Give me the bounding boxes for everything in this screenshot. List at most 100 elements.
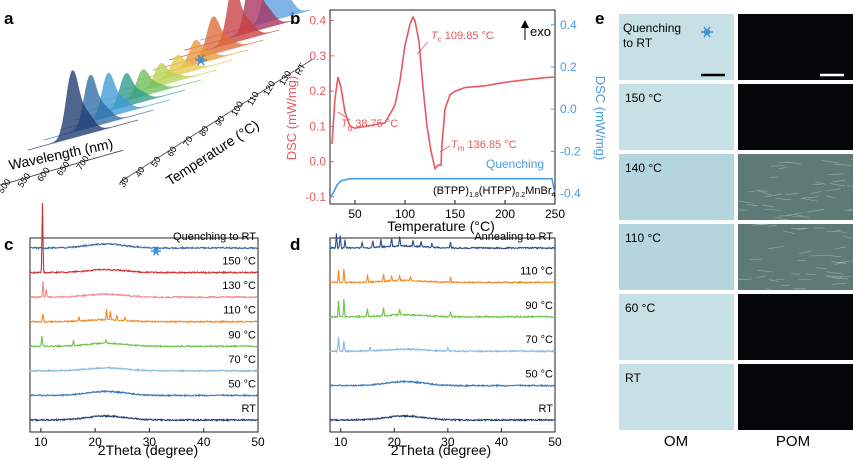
panel-c-x-tick-label: 20	[88, 435, 102, 449]
pom-texture	[844, 209, 854, 212]
panel-d-pattern	[329, 337, 556, 354]
panel-b-y-tick-label: 0.2	[309, 84, 326, 98]
panel-a-temperature-tick: 120	[261, 79, 277, 97]
exo-arrow-icon	[521, 20, 529, 40]
panel-c-frame	[29, 237, 259, 433]
panel-d-pattern	[329, 268, 556, 285]
pom-texture	[763, 208, 781, 211]
panel-b-x-tick-label: 100	[395, 207, 415, 221]
pom-texture	[825, 254, 842, 258]
panel-b-y-tick-label: 0.1	[309, 119, 326, 133]
panel-b-y2-tick-label: 0.0	[560, 102, 577, 116]
panel-d-x-label: 2Theta (degree)	[391, 442, 491, 458]
om-row-label: 150 °C	[625, 91, 662, 105]
panel-b-y-label: DSC (mW/mg)	[284, 76, 299, 161]
om-row-label: to RT	[623, 36, 653, 50]
pom-texture	[759, 190, 768, 192]
panel-b-label: b	[290, 9, 300, 28]
pom-texture	[825, 188, 841, 192]
panel-a-wavelength-axis	[0, 149, 124, 186]
panel-a-temperature-tick: 70	[181, 135, 195, 149]
pom-texture	[775, 197, 792, 201]
panel-a-waterfall: 4004505005506006507003040506070809010011…	[0, 0, 313, 195]
pom-texture	[783, 230, 796, 235]
formula-label: (BTPP)1.8(HTPP)0.2MnBr4	[433, 185, 555, 199]
pom-texture	[832, 179, 846, 183]
panel-d-x-tick-label: 40	[495, 435, 509, 449]
snowflake-hub	[153, 248, 159, 254]
panel-d-pattern	[329, 233, 556, 250]
panel-c-label: c	[4, 235, 13, 254]
panel-c-pattern	[30, 389, 259, 398]
pom-texture	[826, 275, 843, 278]
pom-texture	[762, 191, 772, 196]
pom-texture	[847, 208, 854, 211]
om-image-2	[619, 154, 734, 220]
tc-annotation: Tc 109.85 °C	[431, 30, 494, 44]
pom-texture	[764, 193, 782, 198]
snowflake-icon	[151, 246, 161, 256]
panel-d-pattern	[329, 298, 556, 319]
panel-b-y2-label: DSC (mW/mg)	[593, 76, 608, 161]
pom-image-3	[738, 224, 853, 290]
pom-texture	[835, 246, 847, 250]
panel-d-frame	[329, 237, 556, 433]
panel-c-series-label: 110 °C	[223, 305, 256, 317]
pom-texture	[762, 204, 775, 208]
pom-texture	[785, 193, 800, 196]
panel-a-temperature-tick: 110	[245, 90, 261, 107]
panel-c-series-label: Quenching to RT	[173, 231, 256, 243]
panel-b-y-tick-label: 0.0	[309, 155, 326, 169]
pom-texture	[775, 278, 785, 281]
pom-texture	[846, 185, 854, 187]
pom-texture	[784, 161, 802, 165]
om-column-label: OM	[664, 433, 688, 450]
dsc-quenching-curve	[329, 177, 556, 199]
pom-texture	[799, 250, 812, 254]
panel-c-x-tick-label: 30	[143, 435, 157, 449]
dsc-heating-curve	[331, 15, 556, 171]
om-image-5	[619, 364, 734, 430]
panel-d-series-label: 50 °C	[525, 369, 553, 381]
pom-texture	[832, 230, 848, 233]
snowflake-hub	[197, 56, 205, 64]
pom-texture	[757, 269, 773, 273]
panel-a-wavelength-tick: 500	[0, 177, 13, 195]
panel-c-x-tick-label: 50	[251, 435, 265, 449]
pom-texture	[815, 181, 826, 185]
pom-texture	[828, 173, 845, 176]
om-row-label: 140 °C	[625, 161, 662, 175]
panel-b-x-tick-label: 250	[545, 207, 565, 221]
pom-texture	[795, 214, 810, 218]
panel-b-annotations: Tc 109.85 °C Tg 38.75 °C Tm 136.85 °C ex…	[337, 20, 555, 199]
panel-b-x-tick-label: 50	[348, 207, 362, 221]
panel-b-frame	[329, 9, 556, 205]
panel-c-pattern	[29, 280, 259, 299]
panel-d-series-label: Annealing to RT	[474, 231, 553, 243]
panel-d-pattern	[329, 379, 556, 388]
panel-c-x-label: 2Theta (degree)	[98, 442, 198, 458]
panel-d-series-label: 110 °C	[520, 265, 553, 277]
pom-texture	[781, 284, 791, 287]
panel-b-x-tick-label: 200	[495, 207, 515, 221]
pom-texture	[821, 160, 840, 164]
pom-texture	[831, 282, 847, 285]
pom-texture	[765, 288, 774, 291]
panel-c-series-label: RT	[242, 403, 257, 415]
om-image-1	[619, 84, 734, 150]
pom-image-5	[738, 364, 853, 430]
pom-texture	[800, 196, 819, 199]
panel-b-y2-tick-label: -0.4	[560, 186, 581, 200]
pom-texture	[805, 273, 817, 275]
pom-image-4	[738, 294, 853, 360]
panel-a-label: a	[4, 9, 14, 28]
panel-d-series-label: 90 °C	[525, 300, 553, 312]
panel-d-x-tick-label: 50	[548, 435, 562, 449]
panel-d-series-label: 70 °C	[525, 334, 553, 346]
snowflake-hub	[703, 28, 711, 36]
panel-b-x-tick-label: 150	[445, 207, 465, 221]
panel-a-temperature-tick: 40	[133, 165, 147, 179]
panel-c-pattern	[29, 242, 259, 250]
panel-d-x-tick-label: 30	[441, 435, 455, 449]
panel-c-pattern	[29, 202, 259, 275]
